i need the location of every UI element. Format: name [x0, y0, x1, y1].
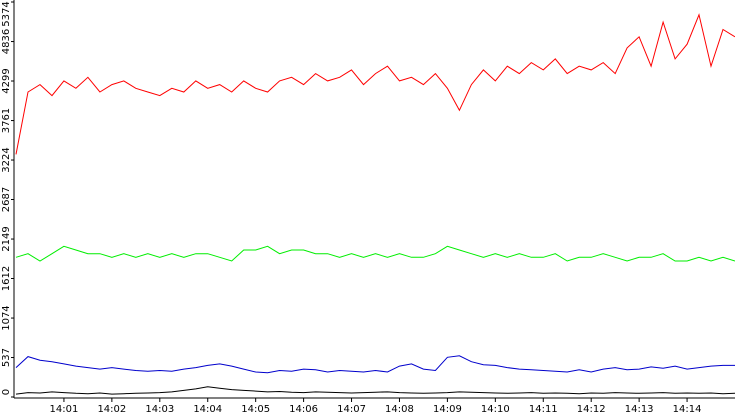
x-tick-label: 14:13	[625, 404, 654, 415]
x-tick-label: 14:12	[577, 404, 606, 415]
y-tick-label: 5374	[1, 1, 12, 26]
series-line	[15, 355, 735, 374]
x-tick-label: 14:06	[289, 404, 318, 415]
x-tick-label: 14:04	[193, 404, 222, 415]
x-tick-label: 14:01	[50, 404, 79, 415]
y-tick-label: 4299	[1, 68, 12, 93]
y-tick-label: 4836	[1, 29, 12, 54]
x-tick-label: 14:08	[385, 404, 414, 415]
x-tick-label: 14:02	[97, 404, 126, 415]
series-line	[15, 245, 735, 262]
y-tick-label: 537	[1, 348, 12, 367]
y-tick-label: 1074	[1, 305, 12, 330]
y-tick-label: 2687	[1, 187, 12, 212]
series-line	[15, 386, 735, 395]
x-tick-label: 14:03	[145, 404, 174, 415]
x-tick-label: 14:05	[241, 404, 270, 415]
x-tick-label: 14:14	[673, 404, 702, 415]
y-tick-label: 1612	[1, 266, 12, 291]
y-tick-label: 0	[1, 389, 12, 395]
x-tick-label: 14:10	[481, 404, 510, 415]
y-tick-label: 2149	[1, 226, 12, 251]
y-tick-label: 3224	[1, 147, 12, 172]
x-tick-label: 14:07	[337, 404, 366, 415]
x-tick-label: 14:11	[529, 404, 558, 415]
x-tick-label: 14:09	[433, 404, 462, 415]
y-tick-label: 3761	[1, 108, 12, 133]
series-line	[15, 13, 735, 155]
